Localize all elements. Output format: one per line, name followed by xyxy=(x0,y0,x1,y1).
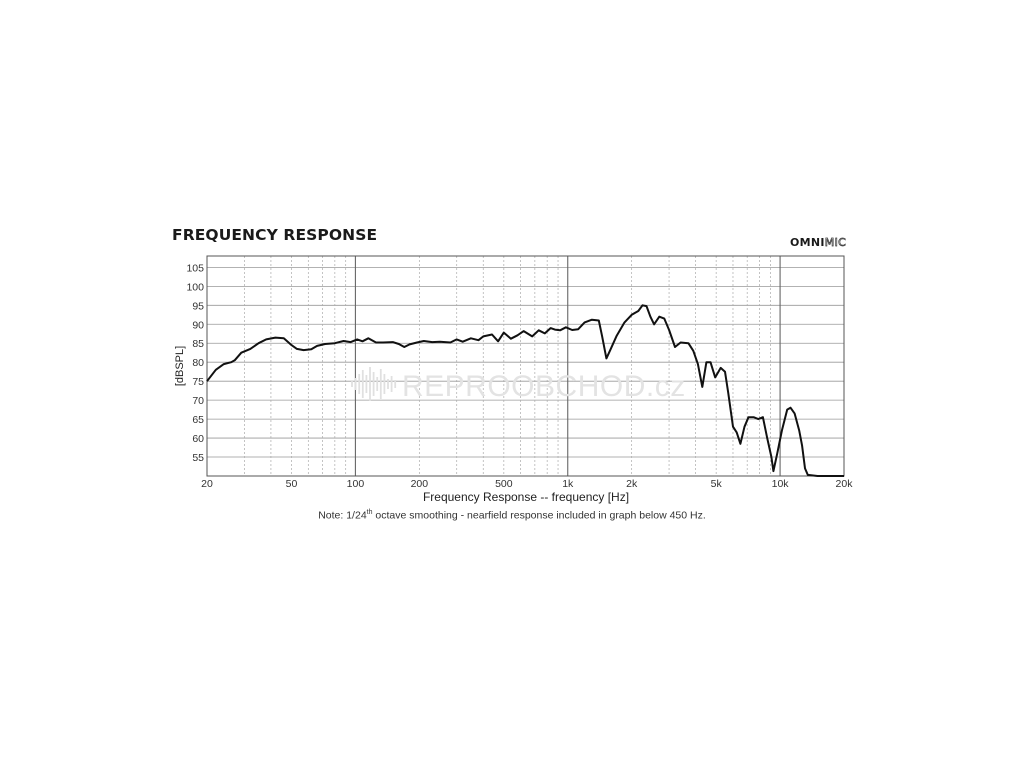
logo-text-omni: OMNI xyxy=(790,236,825,249)
x-tick-label: 5k xyxy=(711,478,723,490)
logo-text-mic: MIC xyxy=(824,236,847,250)
y-tick-label: 105 xyxy=(186,262,204,274)
series-lines xyxy=(206,304,844,477)
x-tick-label: 2k xyxy=(626,478,638,490)
y-tick-label: 60 xyxy=(192,433,204,445)
y-tick-label: 65 xyxy=(192,414,204,426)
y-tick-label: 100 xyxy=(186,281,204,293)
x-tick-label: 20k xyxy=(836,478,854,490)
x-tick-label: 1k xyxy=(562,478,574,490)
plot-frame xyxy=(206,255,845,477)
x-tick-label: 200 xyxy=(411,478,429,490)
x-tick-label: 100 xyxy=(347,478,365,490)
grid-lines xyxy=(207,256,844,476)
frequency-response-line xyxy=(206,304,844,477)
x-tick-label: 10k xyxy=(772,478,790,490)
note-text-start: Note: 1/24 xyxy=(318,509,367,522)
y-tick-label: 85 xyxy=(192,338,204,350)
chart-note: Note: 1/24th octave smoothing - nearfiel… xyxy=(0,509,1024,522)
y-axis-tick-labels: 55 60 65 70 75 80 85 90 95 100 105 xyxy=(186,262,204,464)
y-tick-label: 80 xyxy=(192,357,204,369)
note-text-end: octave smoothing - nearfield response in… xyxy=(372,509,706,522)
chart-title: FREQUENCY RESPONSE xyxy=(172,226,378,244)
watermark: REPROOBCHOD.cz xyxy=(351,367,686,403)
x-tick-label: 20 xyxy=(201,478,213,490)
note-superscript: th xyxy=(366,509,373,516)
y-tick-label: 75 xyxy=(192,376,204,388)
watermark-text: REPROOBCHOD.cz xyxy=(402,370,686,403)
omnimic-logo: OMNIMIC xyxy=(790,236,847,250)
y-tick-label: 90 xyxy=(192,319,204,331)
x-axis-tick-labels: 20 50 100 200 500 1k 2k 5k 10k 20k xyxy=(201,478,853,490)
y-tick-label: 95 xyxy=(192,300,204,312)
y-tick-label: 70 xyxy=(192,395,204,407)
y-tick-label: 55 xyxy=(192,452,204,464)
x-tick-label: 500 xyxy=(495,478,513,490)
x-tick-label: 50 xyxy=(286,478,298,490)
y-axis-label: [dBSPL] xyxy=(174,346,186,386)
waveform-icon xyxy=(351,367,397,401)
x-axis-label: Frequency Response -- frequency [Hz] xyxy=(423,490,629,504)
